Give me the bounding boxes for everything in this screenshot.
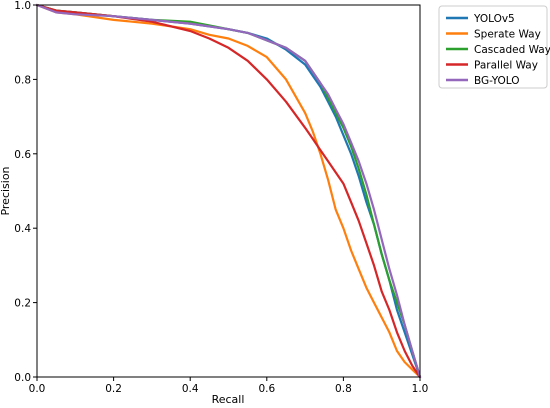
x-tick-label: 0.0 (29, 383, 46, 395)
legend-label: Cascaded Way (474, 44, 550, 56)
legend-box (438, 5, 548, 89)
legend-label: Parallel Way (474, 60, 538, 72)
series-line-bg-yolo (35, 3, 422, 379)
x-tick-label: 0.8 (335, 383, 352, 395)
y-tick-label: 1.0 (14, 0, 31, 12)
x-tick-label: 0.2 (105, 383, 122, 395)
x-tick-label: 1.0 (412, 383, 429, 395)
x-axis-title: Recall (212, 393, 245, 406)
x-tick-label: 0.6 (258, 383, 275, 395)
legend-label: BG-YOLO (474, 75, 520, 87)
y-axis-title: Precision (0, 166, 12, 215)
y-tick-label: 0.4 (14, 223, 31, 235)
plot-frame (36, 4, 421, 378)
series-layer (35, 3, 422, 379)
y-tick-label: 0.6 (14, 149, 31, 161)
y-axis-ticks: 0.0 0.2 0.4 0.6 0.8 1.0 (14, 0, 37, 384)
series-line-parallel-way (35, 3, 422, 379)
legend-label: Sperate Way (474, 29, 541, 41)
legend-label: YOLOv5 (473, 13, 515, 25)
series-line-yolov5 (35, 3, 422, 379)
y-tick-label: 0.0 (14, 372, 31, 384)
x-axis-ticks: 0.0 0.2 0.4 0.6 0.8 1.0 (29, 377, 429, 395)
legend: YOLOv5 Sperate Way Cascaded Way Parallel Wa… (438, 5, 550, 89)
y-tick-label: 0.8 (14, 74, 31, 86)
y-tick-label: 0.2 (14, 298, 31, 310)
x-tick-label: 0.4 (182, 383, 199, 395)
